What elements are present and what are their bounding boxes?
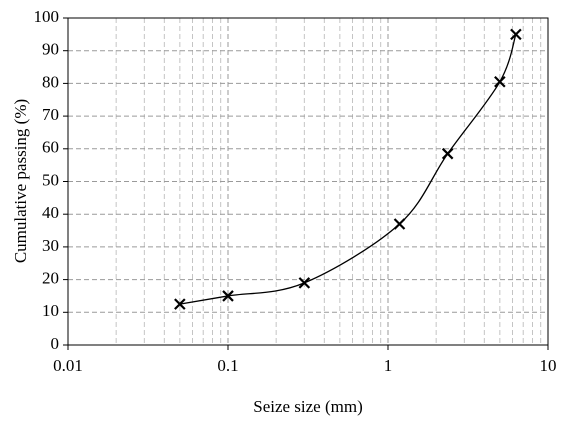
y-tick-label: 60 (42, 138, 59, 157)
data-line (179, 34, 517, 305)
data-point (298, 277, 311, 289)
x-tick-label: 0.01 (53, 356, 83, 375)
y-tick-label: 80 (42, 72, 59, 91)
x-tick-label: 1 (384, 356, 393, 375)
x-axis-label: Seize size (mm) (253, 397, 363, 416)
y-tick-label: 10 (42, 301, 59, 320)
plot-frame (67, 17, 549, 346)
y-tick-label: 70 (42, 105, 59, 124)
data-point (441, 147, 454, 160)
y-tick-label: 30 (42, 236, 59, 255)
y-tick-label: 50 (42, 170, 59, 189)
data-point (174, 298, 186, 310)
data-point (393, 218, 406, 230)
y-axis-label: Cumulative passing (%) (11, 99, 30, 263)
y-tick-label: 100 (34, 7, 60, 26)
x-tick-label: 0.1 (217, 356, 238, 375)
y-tick-label: 90 (42, 40, 59, 59)
y-tick-label: 40 (42, 203, 59, 222)
x-tick-label: 10 (540, 356, 557, 375)
data-point (494, 75, 506, 88)
y-tick-label: 0 (51, 334, 60, 353)
data-point (222, 290, 234, 302)
data-point (510, 28, 522, 41)
y-tick-label: 20 (42, 269, 59, 288)
